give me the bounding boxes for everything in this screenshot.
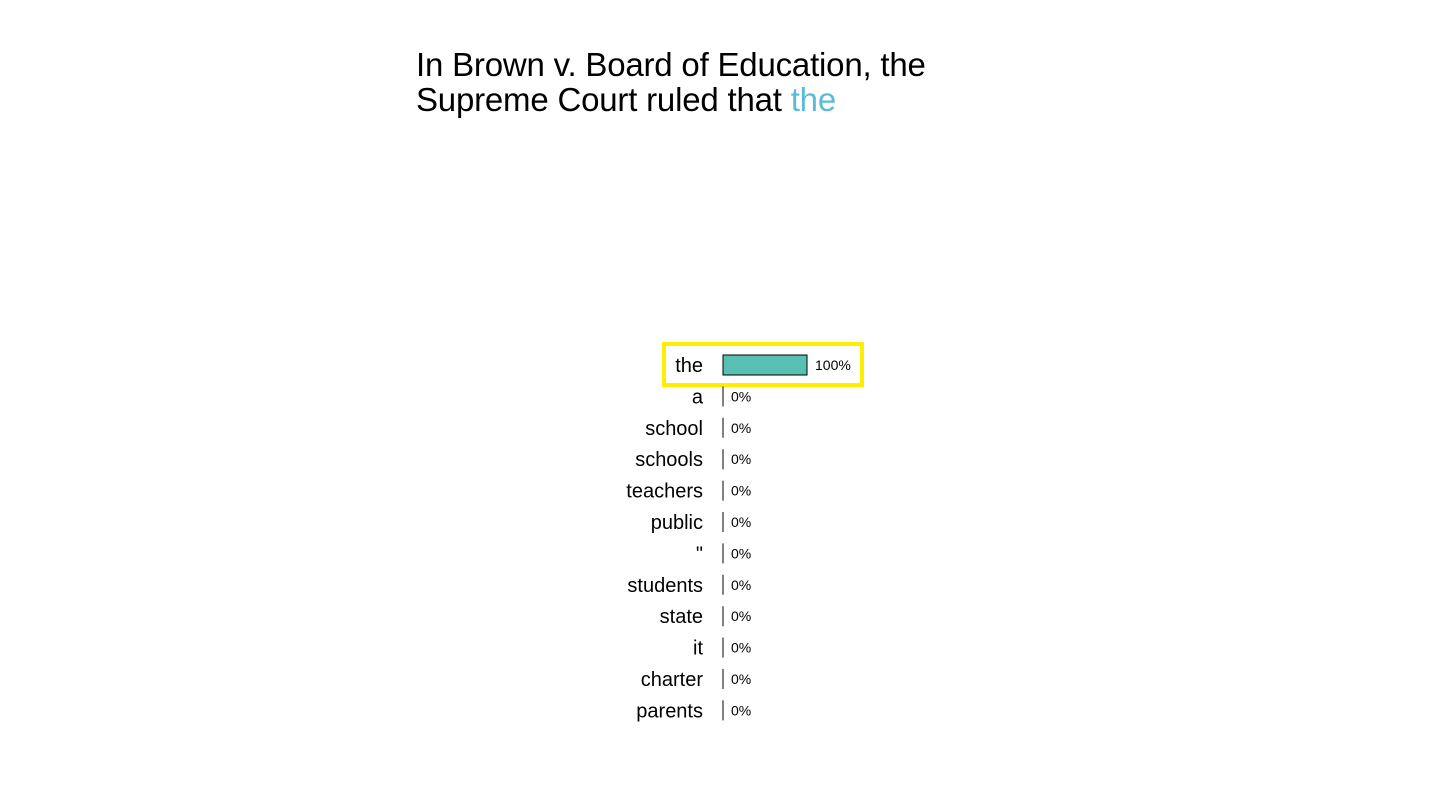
predicted-token: the: [790, 81, 836, 118]
prompt-line-2-prefix: Supreme Court ruled that: [416, 81, 791, 118]
probability-label: 0%: [731, 702, 751, 718]
probability-label: 0%: [731, 671, 751, 687]
selected-token-highlight-box: [662, 342, 864, 387]
category-label: students: [627, 575, 703, 597]
category-label: schools: [635, 449, 703, 471]
category-label: ": [696, 543, 703, 565]
category-label: public: [651, 512, 703, 534]
prompt-text: In Brown v. Board of Education, the Supr…: [416, 47, 1116, 117]
category-label: school: [645, 418, 703, 440]
category-label: a: [692, 386, 704, 408]
category-label: it: [693, 638, 703, 660]
probability-label: 0%: [731, 420, 751, 436]
probability-label: 0%: [731, 640, 751, 656]
category-label: parents: [636, 700, 703, 722]
probability-label: 0%: [731, 608, 751, 624]
category-label: state: [660, 606, 703, 628]
prompt-line-2: Supreme Court ruled that the: [416, 82, 1116, 117]
probability-label: 0%: [731, 388, 751, 404]
probability-label: 100%: [815, 357, 851, 373]
category-label: charter: [641, 669, 704, 691]
probability-label: 0%: [731, 451, 751, 467]
category-label: teachers: [626, 481, 703, 503]
probability-bar: [722, 354, 808, 376]
prompt-line-1: In Brown v. Board of Education, the: [416, 46, 926, 83]
probability-label: 0%: [731, 545, 751, 561]
probability-label: 0%: [731, 483, 751, 499]
category-label: the: [675, 355, 703, 377]
probability-label: 0%: [731, 577, 751, 593]
probability-label: 0%: [731, 514, 751, 530]
